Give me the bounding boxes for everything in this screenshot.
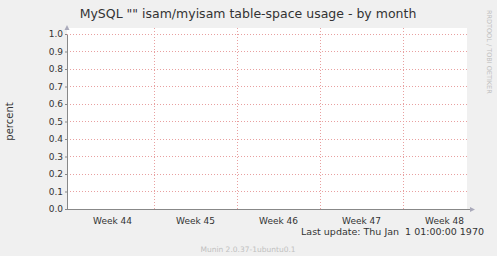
y-tick-mark [65,192,67,193]
y-tick-label: 0.0 [49,204,64,214]
y-tick-mark [65,52,67,53]
y-tick: 0.1 [49,187,67,197]
grid-line [67,156,467,157]
chart: 0.0 0.1 0.2 0.3 0.4 0.5 0.6 0.7 0.8 0.9 1.0 Week 44… [0,0,497,256]
x-tick: Week 46 [259,216,298,226]
last-update: Last update: Thu Jan 1 01:00:00 1970 [301,226,484,237]
y-tick-label: 0.6 [49,99,64,109]
grid-line [67,174,467,175]
grid-line [67,34,467,35]
y-tick: 0.7 [49,82,67,92]
y-tick-label: 0.1 [49,187,63,197]
grid-line [320,28,321,209]
y-tick-label: 0.5 [49,117,63,127]
plot-area [67,28,467,209]
y-tick-mark [65,104,67,105]
x-tick: Week 44 [93,216,132,226]
grid-line [67,104,467,105]
y-tick-mark [65,87,67,88]
y-tick-label: 0.7 [49,82,63,92]
grid-line [154,28,155,209]
y-tick-mark [65,122,67,123]
grid-line [67,86,467,87]
grid-line [403,28,404,209]
y-tick: 0.2 [49,169,67,179]
y-tick-label: 0.9 [49,47,64,57]
title: MySQL "" isam/myisam table-space usage -… [80,6,417,21]
grid-line [237,28,238,209]
grid-line [67,191,467,192]
y-tick: 1.0 [49,29,67,39]
y-axis-arrow [65,25,70,30]
grid [67,28,467,209]
y-tick-label: 1.0 [49,29,64,39]
x-tick-label: Week 48 [425,216,464,226]
footer: Munin 2.0.37-1ubuntu0.1 [200,245,295,254]
y-tick: 0.6 [49,99,67,109]
grid-line [67,51,467,52]
y-tick-mark [65,157,67,158]
y-tick-mark [65,69,67,70]
y-tick: 0.0 [49,204,67,214]
y-axis-line [67,35,68,210]
x-tick-label: Week 45 [176,216,215,226]
x-tick: Week 47 [342,216,381,226]
y-tick-mark [65,139,67,140]
x-tick-label: Week 46 [259,216,298,226]
y-tick: 0.5 [49,117,67,127]
y-tick-label: 0.8 [49,64,64,74]
y-tick: 0.8 [49,64,67,74]
x-axis-line [67,209,470,210]
y-tick-mark [65,209,67,210]
x-tick: Week 45 [176,216,215,226]
grid-line [67,139,467,140]
background [0,0,497,256]
y-tick: 0.4 [49,134,67,144]
x-tick-label: Week 44 [93,216,132,226]
y-tick-mark [65,174,67,175]
grid-line [67,69,467,70]
y-tick-label: 0.2 [49,169,63,179]
y-tick: 0.9 [49,47,67,57]
x-axis-arrow [470,207,475,212]
y-tick-label: 0.3 [49,152,63,162]
y-tick: 0.3 [49,152,67,162]
y-tick-label: 0.4 [49,134,64,144]
x-tick-label: Week 47 [342,216,381,226]
x-tick: Week 48 [425,216,464,226]
y-label: percent [4,102,15,140]
y-tick-mark [65,34,67,35]
watermark: RRDTOOL / TOBI OETIKER [485,10,493,94]
grid-line [67,121,467,122]
y-axis: 0.0 0.1 0.2 0.3 0.4 0.5 0.6 0.7 0.8 0.9 1.0 [49,29,68,214]
x-axis: Week 44 Week 45 Week 46 Week 47 Week 48 [93,216,464,226]
